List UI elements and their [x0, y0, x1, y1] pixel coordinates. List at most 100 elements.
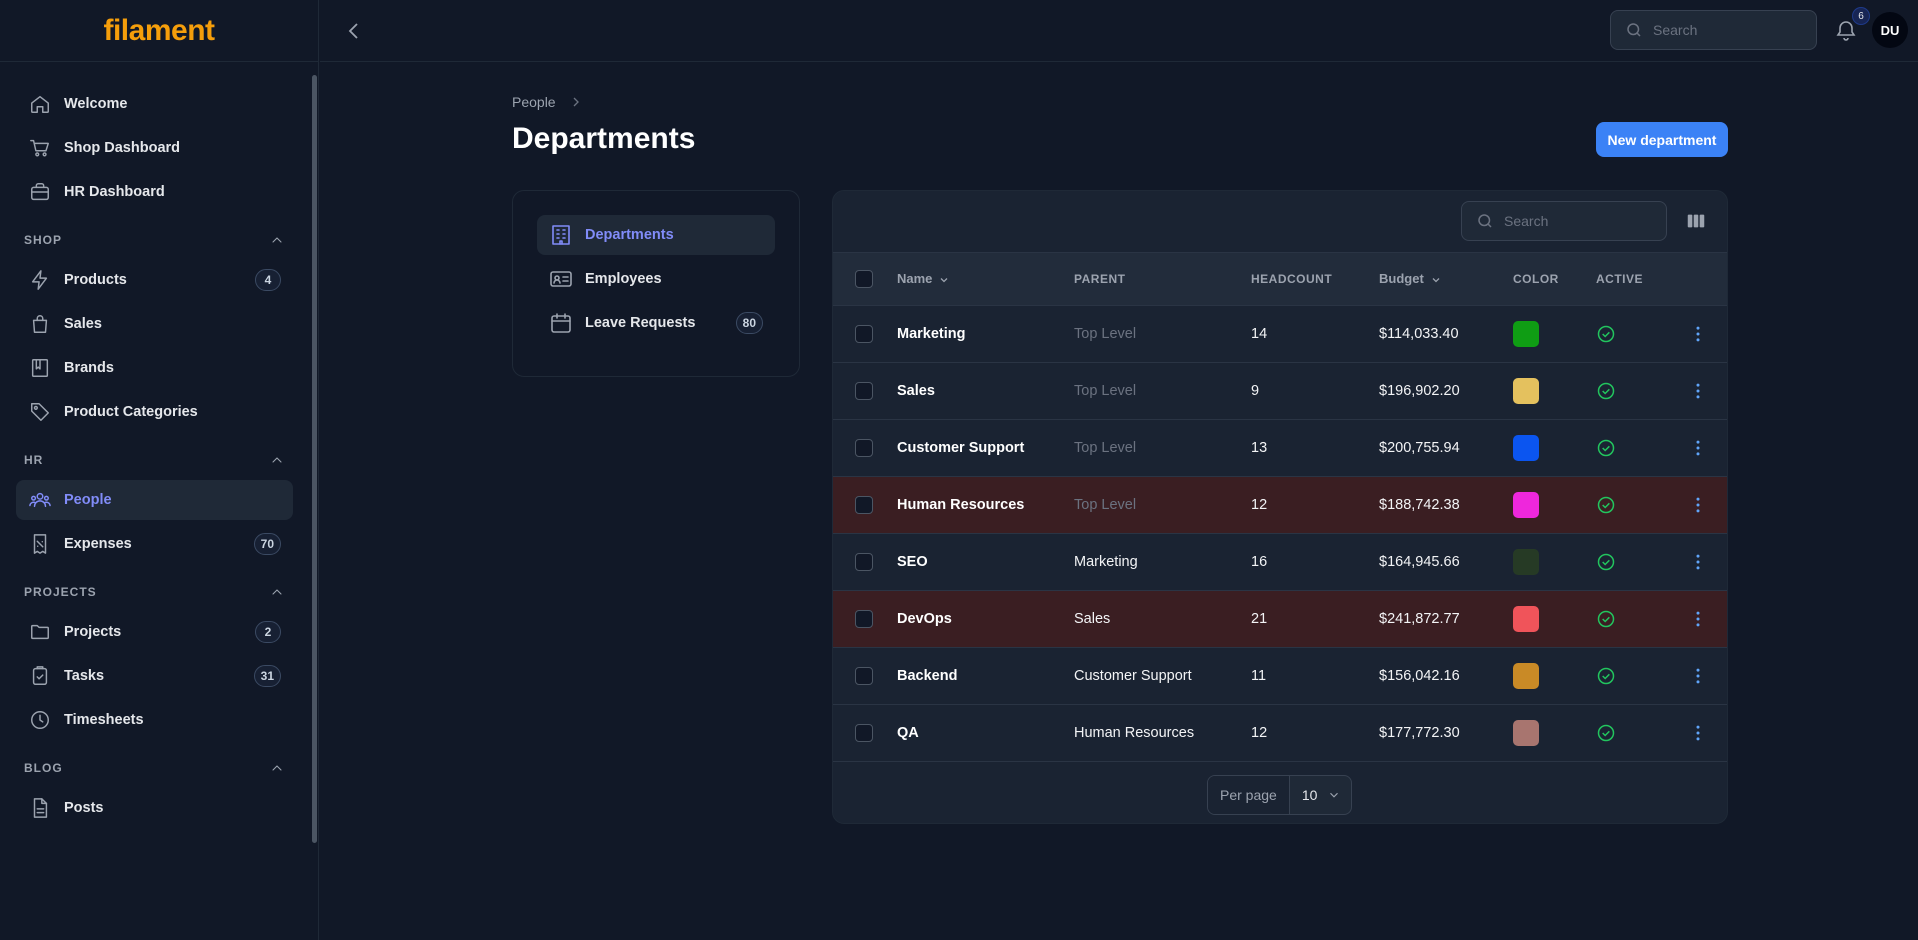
- id-card-icon: [550, 271, 572, 287]
- brand-logo[interactable]: filament: [0, 0, 318, 62]
- color-swatch: [1513, 320, 1539, 347]
- building-icon: [552, 225, 570, 245]
- sidebar-item-brands[interactable]: Brands: [16, 348, 293, 388]
- sidebar-item-badge: 70: [253, 533, 281, 555]
- check-circle-icon: [1597, 610, 1615, 627]
- row-checkbox[interactable]: [855, 609, 873, 628]
- row-checkbox[interactable]: [855, 666, 873, 685]
- document-icon: [33, 798, 48, 818]
- row-checkbox[interactable]: [855, 438, 873, 457]
- sidebar-item-posts[interactable]: Posts: [16, 788, 293, 828]
- sidebar-group-blog[interactable]: BLOG: [16, 754, 293, 782]
- row-actions-icon[interactable]: [1688, 324, 1708, 344]
- global-search-input[interactable]: [1653, 22, 1803, 38]
- cell-parent: Top Level: [1074, 439, 1137, 456]
- cell-budget: $200,755.94: [1379, 439, 1460, 456]
- global-search[interactable]: [1610, 10, 1817, 50]
- sidebar-group-hr[interactable]: HR: [16, 446, 293, 474]
- row-actions-icon[interactable]: [1688, 381, 1708, 401]
- briefcase-icon: [31, 183, 49, 201]
- chevron-down-icon: [940, 277, 948, 283]
- row-actions-icon[interactable]: [1688, 609, 1708, 629]
- sidebar-item-shop-dashboard[interactable]: Shop Dashboard: [16, 128, 293, 168]
- column-header-budget[interactable]: Budget: [1379, 253, 1513, 306]
- sidebar-item-label: Welcome: [64, 96, 128, 112]
- table-search[interactable]: [1461, 201, 1667, 241]
- sidebar-group-shop[interactable]: SHOP: [16, 226, 293, 254]
- collapse-sidebar-icon[interactable]: [342, 19, 366, 43]
- row-actions-icon[interactable]: [1688, 552, 1708, 572]
- row-actions-icon[interactable]: [1688, 723, 1708, 743]
- subnav-item-employees[interactable]: Employees: [537, 259, 775, 299]
- sidebar-item-label: Posts: [64, 800, 104, 816]
- sidebar-item-timesheets[interactable]: Timesheets: [16, 700, 293, 740]
- sidebar-group-projects[interactable]: PROJECTS: [16, 578, 293, 606]
- sidebar-item-product-categories[interactable]: Product Categories: [16, 392, 293, 432]
- cell-parent: Sales: [1074, 610, 1111, 627]
- cell-parent: Human Resources: [1074, 724, 1195, 741]
- sidebar-item-products[interactable]: Products 4: [16, 260, 293, 300]
- check-circle-icon: [1597, 667, 1615, 684]
- sidebar-item-tasks[interactable]: Tasks 31: [16, 656, 293, 696]
- table-row[interactable]: Backend Customer Support 11 $156,042.16: [833, 647, 1727, 704]
- search-icon: [1627, 23, 1641, 37]
- row-checkbox[interactable]: [855, 723, 873, 742]
- page-title: Departments: [512, 122, 696, 155]
- row-checkbox[interactable]: [855, 495, 873, 514]
- departments-table: Name PARENT HEADCOUNT Budget COLOR ACTIV…: [832, 190, 1728, 824]
- column-header-name[interactable]: Name: [897, 253, 1074, 306]
- sidebar-item-people[interactable]: People: [16, 480, 293, 520]
- per-page-selector[interactable]: Per page 10: [1207, 775, 1353, 815]
- chevron-up-icon: [272, 457, 282, 463]
- bolt-icon: [31, 270, 48, 290]
- table-row[interactable]: Human Resources Top Level 12 $188,742.38: [833, 476, 1727, 533]
- chevron-right-icon: [573, 97, 579, 107]
- receipt-icon: [33, 534, 47, 554]
- user-avatar[interactable]: DU: [1872, 12, 1908, 48]
- row-actions-icon[interactable]: [1688, 495, 1708, 515]
- table-row[interactable]: Marketing Top Level 14 $114,033.40: [833, 305, 1727, 362]
- table-row[interactable]: QA Human Resources 12 $177,772.30: [833, 704, 1727, 761]
- column-header-headcount: HEADCOUNT: [1251, 253, 1379, 306]
- sidebar-item-projects[interactable]: Projects 2: [16, 612, 293, 652]
- bag-icon: [32, 315, 48, 333]
- sidebar-item-label: Product Categories: [64, 404, 198, 420]
- subnav-item-leave-requests[interactable]: Leave Requests 80: [537, 303, 775, 343]
- column-toggle-icon[interactable]: [1685, 210, 1707, 232]
- table-row[interactable]: Sales Top Level 9 $196,902.20: [833, 362, 1727, 419]
- table-row[interactable]: DevOps Sales 21 $241,872.77: [833, 590, 1727, 647]
- sidebar-item-badge: 4: [255, 269, 281, 291]
- table-search-input[interactable]: [1504, 213, 1654, 229]
- cell-headcount: 14: [1251, 325, 1268, 342]
- new-department-button[interactable]: New department: [1596, 122, 1728, 157]
- per-page-select[interactable]: 10: [1290, 787, 1352, 803]
- select-all-checkbox[interactable]: [855, 269, 873, 288]
- row-checkbox[interactable]: [855, 324, 873, 343]
- chevron-up-icon: [272, 237, 282, 243]
- table-row[interactable]: SEO Marketing 16 $164,945.66: [833, 533, 1727, 590]
- subnav-item-departments[interactable]: Departments: [537, 215, 775, 255]
- sidebar-item-welcome[interactable]: Welcome: [16, 84, 293, 124]
- color-swatch: [1513, 377, 1539, 404]
- row-checkbox[interactable]: [855, 381, 873, 400]
- cell-name: Human Resources: [897, 496, 1025, 513]
- sidebar-item-sales[interactable]: Sales: [16, 304, 293, 344]
- row-actions-icon[interactable]: [1688, 666, 1708, 686]
- row-actions-icon[interactable]: [1688, 438, 1708, 458]
- table-row[interactable]: Customer Support Top Level 13 $200,755.94: [833, 419, 1727, 476]
- sidebar-scrollbar-thumb[interactable]: [312, 75, 317, 843]
- cell-headcount: 13: [1251, 439, 1268, 456]
- sidebar-item-expenses[interactable]: Expenses 70: [16, 524, 293, 564]
- check-circle-icon: [1597, 496, 1615, 513]
- breadcrumb: People: [512, 94, 584, 110]
- breadcrumb-people[interactable]: People: [512, 94, 556, 110]
- clipboard-check-icon: [32, 666, 48, 685]
- sidebar-item-hr-dashboard[interactable]: HR Dashboard: [16, 172, 293, 212]
- users-icon: [29, 492, 51, 508]
- row-checkbox[interactable]: [855, 552, 873, 571]
- data-table: Name PARENT HEADCOUNT Budget COLOR ACTIV…: [833, 253, 1727, 762]
- subnav-item-label: Employees: [585, 271, 662, 287]
- notifications-bell-icon[interactable]: [1834, 18, 1858, 42]
- color-swatch: [1513, 662, 1539, 689]
- sidebar-item-label: Expenses: [64, 536, 132, 552]
